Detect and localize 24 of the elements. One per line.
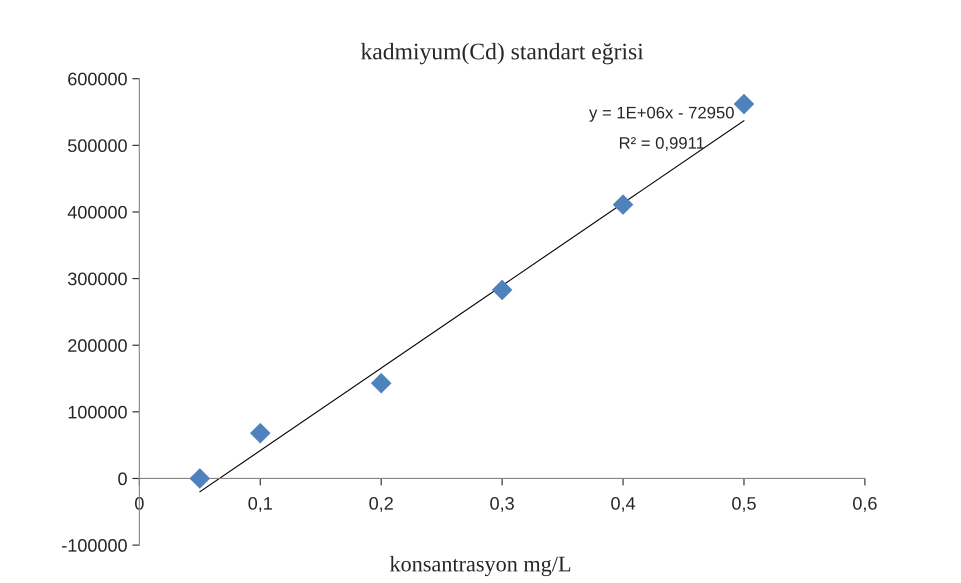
y-tick-label: -100000: [62, 539, 127, 552]
y-tick-label: 0: [118, 472, 127, 486]
y-tick-label: 200000: [68, 339, 127, 352]
y-tick-label: 300000: [68, 272, 127, 286]
point: [612, 194, 634, 215]
annotation: y = 1E+06x - 72950: [589, 106, 734, 122]
point: [250, 422, 271, 444]
y-tick-label: 400000: [68, 206, 127, 219]
point: [190, 468, 210, 489]
x-tick-label: 0,5: [732, 497, 756, 512]
x-tick-label: 0,1: [248, 497, 272, 512]
x-axis-title: konsantrasyon mg/L: [390, 556, 570, 576]
point: [734, 94, 754, 114]
x-tick-label: 0,6: [853, 497, 877, 512]
y-tick-label: 100000: [68, 406, 127, 419]
y-tick-label: 600000: [68, 72, 127, 86]
x-tick-label: 0,3: [490, 497, 514, 512]
x-tick-label: 0,2: [369, 497, 393, 512]
annotation: R² = 0,9911: [620, 137, 704, 151]
y-tick-label: 500000: [68, 139, 127, 152]
point: [492, 280, 512, 300]
x-tick-label: 0,4: [611, 497, 636, 512]
chart-title: kadmiyum(Cd) standart eğrisi: [360, 42, 644, 64]
point: [370, 372, 392, 394]
